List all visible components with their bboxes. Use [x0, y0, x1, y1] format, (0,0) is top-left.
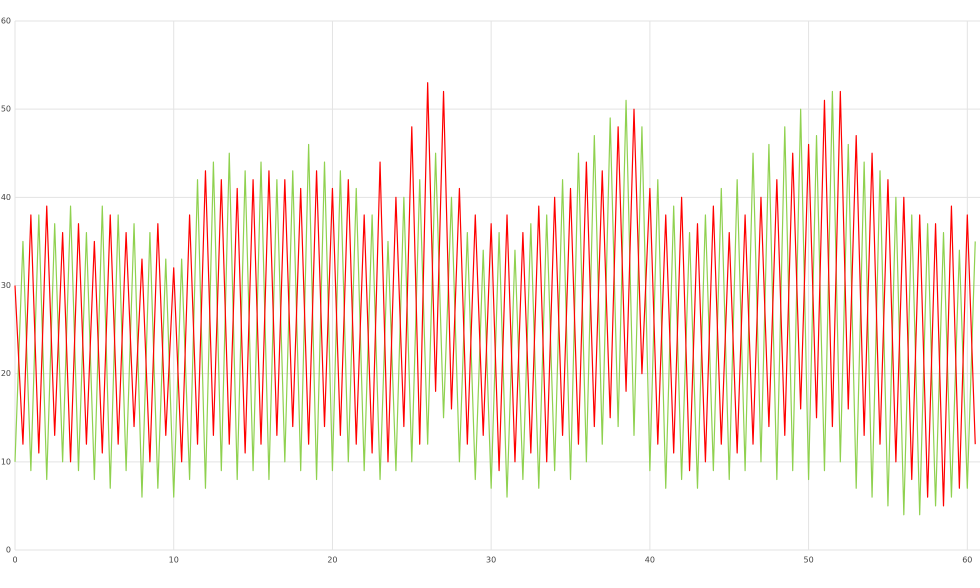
x-tick-label: 20 — [327, 556, 337, 565]
data-line — [14, 90, 976, 516]
x-tick-label: 40 — [645, 556, 655, 565]
y-tick-label: 0 — [6, 546, 11, 555]
x-tick-label: 60 — [962, 556, 972, 565]
y-tick-label: 50 — [1, 105, 11, 114]
y-tick-label: 40 — [1, 193, 11, 202]
x-tick-label: 0 — [12, 556, 17, 565]
data-line — [14, 82, 976, 507]
y-tick-label: 30 — [1, 281, 11, 290]
x-tick-label: 50 — [803, 556, 813, 565]
y-tick-label: 60 — [1, 17, 11, 26]
x-tick-label: 30 — [486, 556, 496, 565]
x-tick-label: 10 — [169, 556, 179, 565]
y-tick-label: 20 — [1, 369, 11, 378]
y-tick-label: 10 — [1, 457, 11, 466]
